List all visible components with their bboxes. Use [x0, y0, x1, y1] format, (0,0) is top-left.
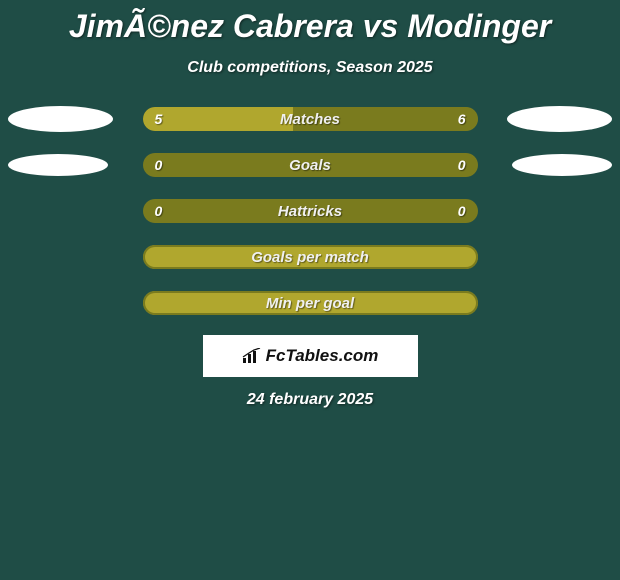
logo-text: FcTables.com: [242, 346, 379, 366]
stat-bar: 5 6 Matches: [143, 107, 478, 131]
stat-label: Matches: [280, 111, 340, 128]
stat-label: Min per goal: [266, 295, 354, 312]
stat-right-value: 6: [458, 111, 466, 127]
stat-row: 5 6 Matches: [0, 107, 620, 131]
chart-icon: [242, 348, 262, 364]
logo-label: FcTables.com: [266, 346, 379, 366]
stat-bar: 0 0 Goals: [143, 153, 478, 177]
logo-box: FcTables.com: [203, 335, 418, 377]
stat-left-value: 0: [155, 157, 163, 173]
bar-fill-left: [143, 107, 294, 131]
stat-label: Goals per match: [251, 249, 369, 266]
stat-row: Min per goal: [0, 291, 620, 315]
right-ellipse: [512, 154, 612, 176]
stat-bar: Min per goal: [143, 291, 478, 315]
stat-right-value: 0: [458, 203, 466, 219]
stat-bar: Goals per match: [143, 245, 478, 269]
page-title: JimÃ©nez Cabrera vs Modinger: [0, 0, 620, 45]
stat-row: 0 0 Hattricks: [0, 199, 620, 223]
stat-row: 0 0 Goals: [0, 153, 620, 177]
stat-label: Hattricks: [278, 203, 342, 220]
left-ellipse: [8, 154, 108, 176]
stat-bar: 0 0 Hattricks: [143, 199, 478, 223]
stat-left-value: 5: [155, 111, 163, 127]
stat-row: Goals per match: [0, 245, 620, 269]
left-ellipse: [8, 106, 113, 132]
stats-container: 5 6 Matches 0 0 Goals 0 0 Hattricks Goals per mat…: [0, 107, 620, 315]
right-ellipse: [507, 106, 612, 132]
stat-left-value: 0: [155, 203, 163, 219]
date-label: 24 february 2025: [0, 391, 620, 409]
stat-right-value: 0: [458, 157, 466, 173]
stat-label: Goals: [289, 157, 331, 174]
page-subtitle: Club competitions, Season 2025: [0, 59, 620, 77]
